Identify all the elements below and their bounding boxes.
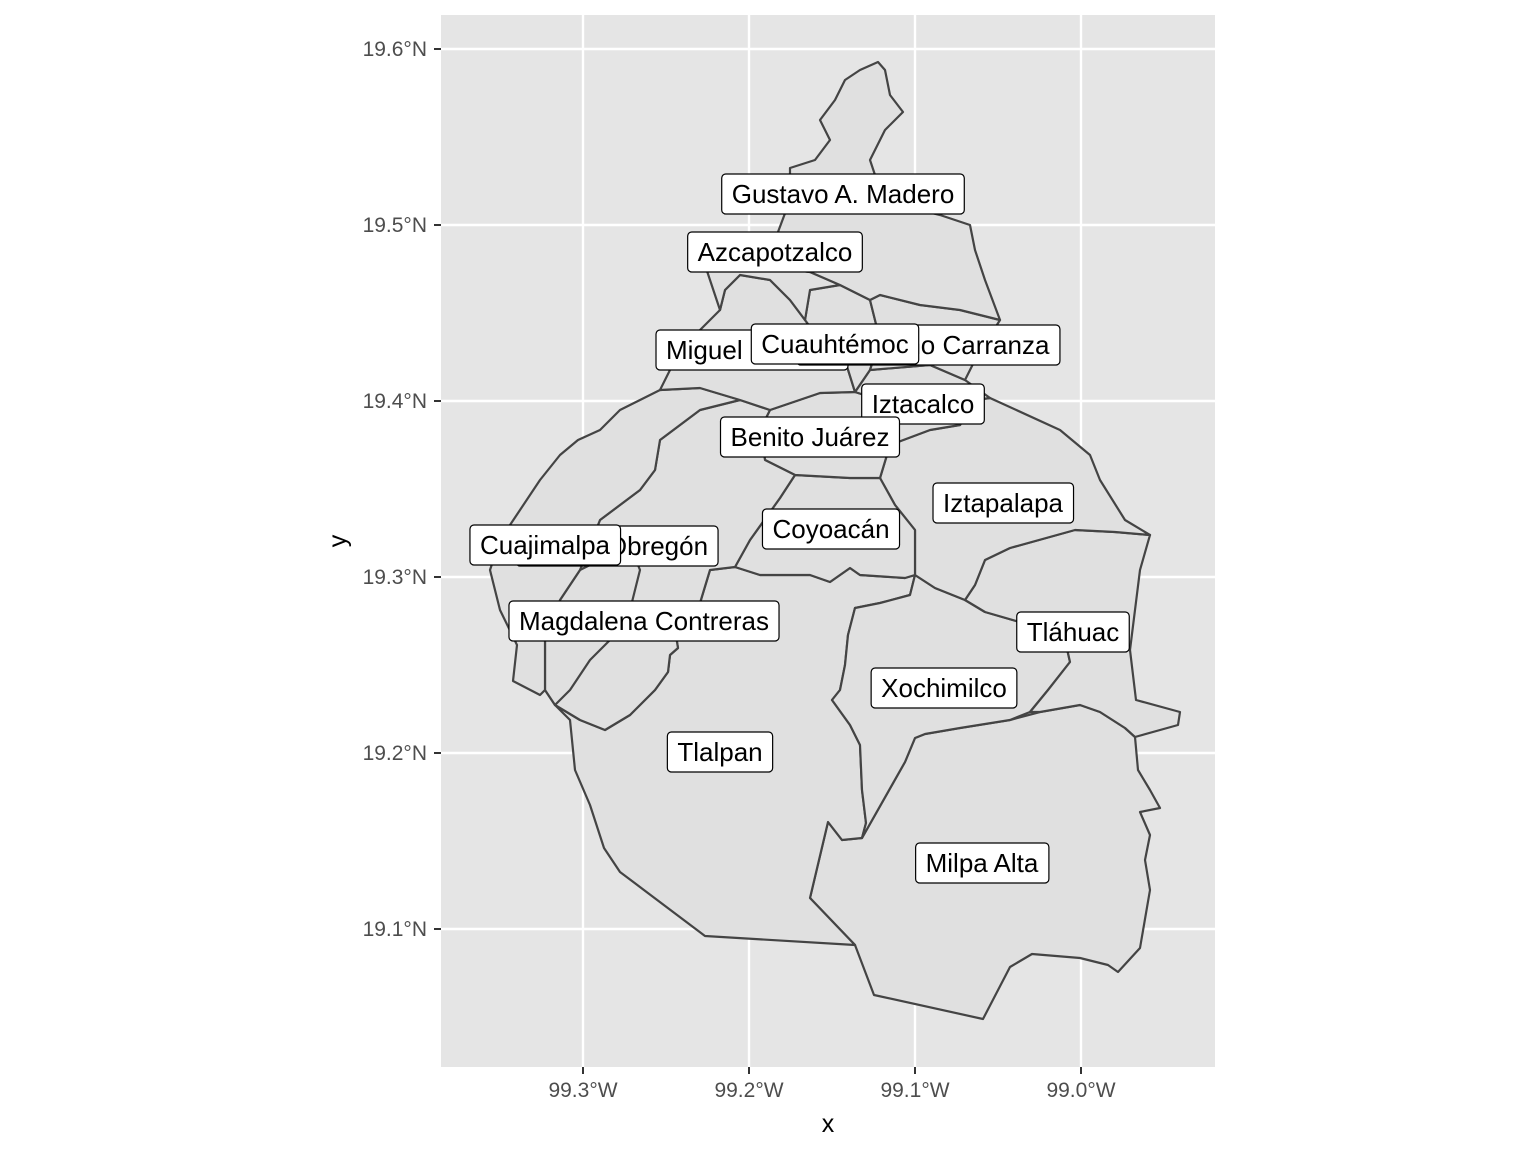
label-text: Azcapotzalco bbox=[698, 237, 853, 267]
label-box bbox=[932, 482, 1075, 524]
y-tick-label: 19.1°N bbox=[363, 918, 427, 941]
label-text: Tlalpan bbox=[677, 737, 762, 767]
label-box bbox=[687, 231, 863, 273]
label-tlalpan: Tlalpan bbox=[666, 731, 774, 773]
x-tick-label: 99.1°W bbox=[880, 1079, 949, 1102]
label-gustavo-a-madero: Gustavo A. Madero bbox=[721, 173, 965, 215]
label-box bbox=[469, 524, 622, 566]
y-axis: 19.1°N 19.2°N 19.3°N 19.4°N 19.5°N 19.6°… bbox=[363, 38, 441, 941]
label-azcapotzalco: Azcapotzalco bbox=[687, 231, 863, 273]
region-labels: Gustavo A. Madero Azcapotzalco Miguel Hi… bbox=[469, 173, 1130, 884]
label-iztapalapa: Iztapalapa bbox=[932, 482, 1075, 524]
label-cuajimalpa: Cuajimalpa bbox=[469, 524, 622, 566]
x-tick-label: 99.0°W bbox=[1046, 1079, 1115, 1102]
label-box bbox=[508, 600, 780, 642]
x-tick-label: 99.3°W bbox=[548, 1079, 617, 1102]
label-box bbox=[1016, 611, 1130, 653]
y-tick-label: 19.6°N bbox=[363, 38, 427, 61]
y-tick-label: 19.5°N bbox=[363, 214, 427, 237]
label-box bbox=[666, 731, 774, 773]
y-axis-title: y bbox=[324, 534, 352, 547]
label-text: Cuajimalpa bbox=[480, 530, 611, 560]
label-tlahuac: Tláhuac bbox=[1016, 611, 1130, 653]
label-xochimilco: Xochimilco bbox=[870, 667, 1018, 709]
x-axis: 99.3°W 99.2°W 99.1°W 99.0°W bbox=[548, 1067, 1116, 1102]
label-text: Iztapalapa bbox=[943, 488, 1064, 518]
label-box bbox=[915, 842, 1050, 884]
label-box bbox=[870, 667, 1018, 709]
y-tick-label: 19.4°N bbox=[363, 390, 427, 413]
label-box bbox=[761, 508, 901, 550]
label-iztacalco: Iztacalco bbox=[861, 383, 985, 425]
y-tick-label: 19.2°N bbox=[363, 742, 427, 765]
label-box bbox=[861, 383, 985, 425]
y-tick-label: 19.3°N bbox=[363, 566, 427, 589]
label-text: Coyoacán bbox=[772, 514, 889, 544]
label-box bbox=[750, 323, 920, 365]
label-text: Cuauhtémoc bbox=[761, 329, 908, 359]
label-box bbox=[721, 173, 965, 215]
label-box bbox=[719, 416, 901, 458]
x-axis-title: x bbox=[822, 1110, 835, 1138]
x-tick-label: 99.2°W bbox=[714, 1079, 783, 1102]
label-text: Benito Juárez bbox=[731, 422, 890, 452]
label-text: Milpa Alta bbox=[926, 848, 1039, 878]
label-magdalena-contreras: Magdalena Contreras bbox=[508, 600, 780, 642]
label-cuauhtemoc: Cuauhtémoc bbox=[750, 323, 920, 365]
label-text: Gustavo A. Madero bbox=[732, 179, 955, 209]
label-text: Tláhuac bbox=[1027, 617, 1120, 647]
label-text: Xochimilco bbox=[881, 673, 1007, 703]
label-milpa-alta: Milpa Alta bbox=[915, 842, 1050, 884]
label-benito-juarez: Benito Juárez bbox=[719, 416, 901, 458]
label-text: Iztacalco bbox=[872, 389, 975, 419]
label-coyoacan: Coyoacán bbox=[761, 508, 901, 550]
label-text: Magdalena Contreras bbox=[519, 606, 769, 636]
